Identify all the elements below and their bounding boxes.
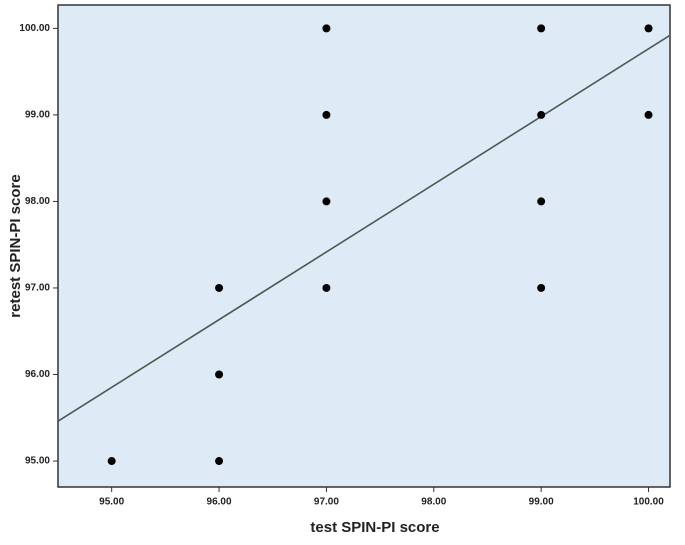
point [322,197,331,206]
y-tick-label: 95.00 [25,456,50,467]
point [644,110,653,119]
point [644,24,653,33]
y-tick-label: 100.00 [19,23,50,34]
y-tick-label: 97.00 [25,283,50,294]
point [322,283,331,292]
fit-line [57,34,671,422]
point [322,110,331,119]
y-axis-label: retest SPIN-PI score [7,174,24,317]
x-axis-label: test SPIN-PI score [310,519,439,536]
point [215,283,224,292]
point [537,110,546,119]
y-tick-label: 96.00 [25,369,50,380]
point [537,283,546,292]
x-tick-label: 98.00 [421,497,446,508]
x-tick-label: 95.00 [99,497,124,508]
point [215,457,224,466]
x-tick-label: 96.00 [207,497,232,508]
x-tick-label: 99.00 [529,497,554,508]
point [537,197,546,206]
point [537,24,546,33]
plot-area [57,4,671,488]
point [215,370,224,379]
x-tick-label: 100.00 [633,497,664,508]
point [322,24,331,33]
x-tick-label: 97.00 [314,497,339,508]
y-tick-label: 99.00 [25,110,50,121]
y-tick-label: 98.00 [25,196,50,207]
point [107,457,116,466]
